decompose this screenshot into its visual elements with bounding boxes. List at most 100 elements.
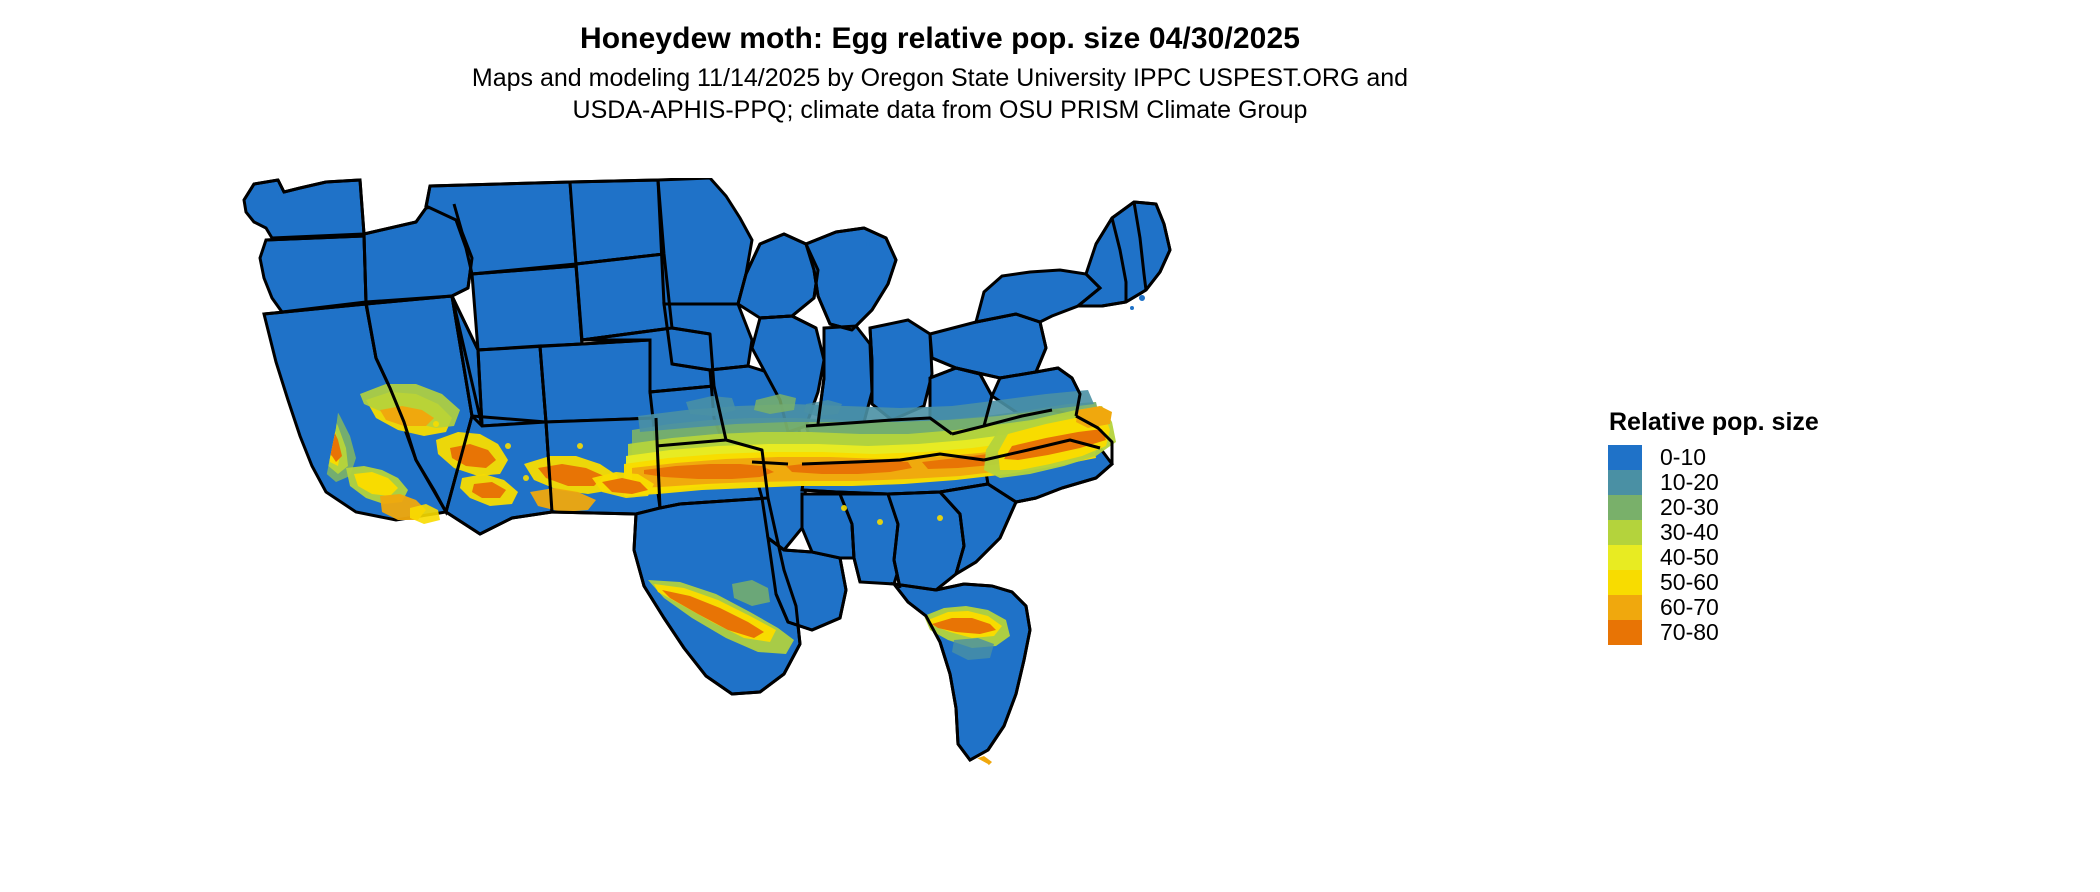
border-ut-co bbox=[538, 345, 548, 423]
border-ny-new-england bbox=[1077, 272, 1102, 308]
speck-6 bbox=[877, 519, 883, 525]
border-ca-nv bbox=[365, 294, 474, 513]
legend-label: 50-60 bbox=[1660, 569, 1719, 595]
speck-1 bbox=[505, 443, 511, 449]
border-fl-peninsula bbox=[892, 583, 1032, 762]
legend-row: 60-70 bbox=[1608, 595, 1908, 620]
border-ne-states-3 bbox=[1132, 201, 1148, 291]
legend-label: 60-70 bbox=[1660, 594, 1719, 620]
legend-row: 10-20 bbox=[1608, 470, 1908, 495]
legend-row: 20-30 bbox=[1608, 495, 1908, 520]
raster-fl-teal bbox=[952, 638, 994, 660]
subtitle-line-1: Maps and modeling 11/14/2025 by Oregon S… bbox=[471, 64, 1409, 92]
legend-color-swatch bbox=[1608, 520, 1642, 545]
border-ga-sc bbox=[938, 490, 966, 575]
legend-color-swatch bbox=[1608, 470, 1642, 495]
speck-2 bbox=[523, 475, 529, 481]
map-legend: Relative pop. size 0-10 10-20 20-30 30-40 40… bbox=[1608, 408, 1908, 645]
raster-nv-orange bbox=[380, 406, 434, 426]
speck-5 bbox=[841, 505, 847, 511]
border-ne-coast bbox=[1144, 203, 1172, 291]
legend-label: 40-50 bbox=[1660, 544, 1719, 570]
border-ky-north bbox=[805, 416, 953, 436]
border-mid-atlantic-coast bbox=[1075, 414, 1114, 464]
border-ok-tx bbox=[659, 496, 769, 510]
page-title: Honeydew moth: Egg relative pop. size 04… bbox=[579, 22, 1301, 55]
border-ne-states-1 bbox=[1094, 200, 1157, 245]
border-id-mt bbox=[451, 203, 474, 298]
legend-label: 70-80 bbox=[1660, 619, 1719, 645]
border-ms-al bbox=[850, 523, 862, 583]
border-in-oh bbox=[868, 327, 874, 404]
legend-row: 0-10 bbox=[1608, 445, 1908, 470]
subtitle-line-2: USDA-APHIS-PPQ; climate data from OSU PR… bbox=[572, 96, 1308, 124]
border-atlantic bbox=[935, 462, 1113, 592]
legend-color-swatch bbox=[1608, 545, 1642, 570]
raster-nm-hot bbox=[538, 464, 604, 486]
raster-texas-gulf bbox=[648, 580, 794, 654]
legend-items: 0-10 10-20 20-30 30-40 40-50 50-60 60-70 70-80 bbox=[1608, 445, 1908, 645]
legend-color-swatch bbox=[1608, 620, 1642, 645]
border-ne-states-2 bbox=[1110, 217, 1128, 302]
border-ks-ok bbox=[655, 438, 727, 448]
border-ut-nv bbox=[450, 295, 484, 427]
state-iowa bbox=[662, 302, 754, 372]
legend-row: 70-80 bbox=[1608, 620, 1908, 645]
border-il-in bbox=[816, 328, 826, 425]
legend-color-swatch bbox=[1608, 570, 1642, 595]
border-az-nm bbox=[544, 421, 554, 513]
border-mt-wy bbox=[471, 264, 577, 276]
raster-southwest bbox=[360, 384, 654, 512]
raster-blob-missouri bbox=[754, 394, 796, 414]
map-svg bbox=[242, 178, 1172, 768]
state-oregon bbox=[258, 234, 368, 314]
border-nd-sd bbox=[575, 252, 665, 266]
raster-ca-coast-specks bbox=[410, 504, 440, 524]
state-north-dakota bbox=[568, 178, 666, 266]
speck-3 bbox=[433, 421, 439, 427]
raster-bin-10-20-upper bbox=[638, 390, 1094, 432]
border-ne-states-4 bbox=[1101, 288, 1147, 308]
legend-label: 20-30 bbox=[1660, 494, 1719, 520]
border-wa-or bbox=[265, 234, 365, 242]
border-mi bbox=[805, 226, 898, 332]
border-md-de bbox=[1035, 366, 1082, 417]
border-ky-tn bbox=[801, 452, 985, 466]
raster-nm-south bbox=[530, 488, 596, 512]
island-dot-4 bbox=[1130, 306, 1134, 310]
border-pa-ny bbox=[931, 312, 1048, 380]
state-washington bbox=[242, 178, 366, 240]
legend-color-swatch bbox=[1608, 445, 1642, 470]
state-michigan bbox=[804, 226, 898, 332]
state-wyoming bbox=[470, 264, 584, 352]
map-state-borders bbox=[242, 178, 1172, 762]
border-mo-ar bbox=[751, 460, 789, 466]
border-or-ca bbox=[263, 302, 367, 316]
raster-fl-orange bbox=[932, 618, 996, 634]
raster-gulf-orange bbox=[662, 590, 764, 638]
state-minnesota bbox=[656, 178, 754, 312]
page-subtitle: Maps and modeling 11/14/2025 by Oregon S… bbox=[0, 62, 1880, 126]
us-choropleth-map bbox=[240, 178, 1390, 878]
island-dot-1 bbox=[278, 194, 282, 198]
border-wi-il bbox=[759, 314, 817, 330]
legend-color-swatch bbox=[1608, 495, 1642, 520]
border-ne-ks bbox=[649, 384, 715, 394]
speck-4 bbox=[577, 443, 583, 449]
state-colorado bbox=[538, 338, 658, 424]
speck-7 bbox=[937, 515, 943, 521]
border-wv-va bbox=[951, 408, 1053, 436]
state-pennsylvania bbox=[928, 312, 1048, 380]
raster-ca-south-hot bbox=[354, 472, 398, 496]
state-ohio bbox=[868, 318, 934, 422]
legend-row: 50-60 bbox=[1608, 570, 1908, 595]
border-al-ga bbox=[892, 523, 902, 589]
raster-blob-illinois bbox=[804, 400, 842, 416]
border-va-nc bbox=[983, 438, 1101, 462]
legend-row: 30-40 bbox=[1608, 520, 1908, 545]
legend-label: 0-10 bbox=[1660, 444, 1707, 470]
island-dot-3 bbox=[1139, 295, 1145, 301]
legend-row: 40-50 bbox=[1608, 545, 1908, 570]
border-tn-south bbox=[801, 482, 989, 496]
